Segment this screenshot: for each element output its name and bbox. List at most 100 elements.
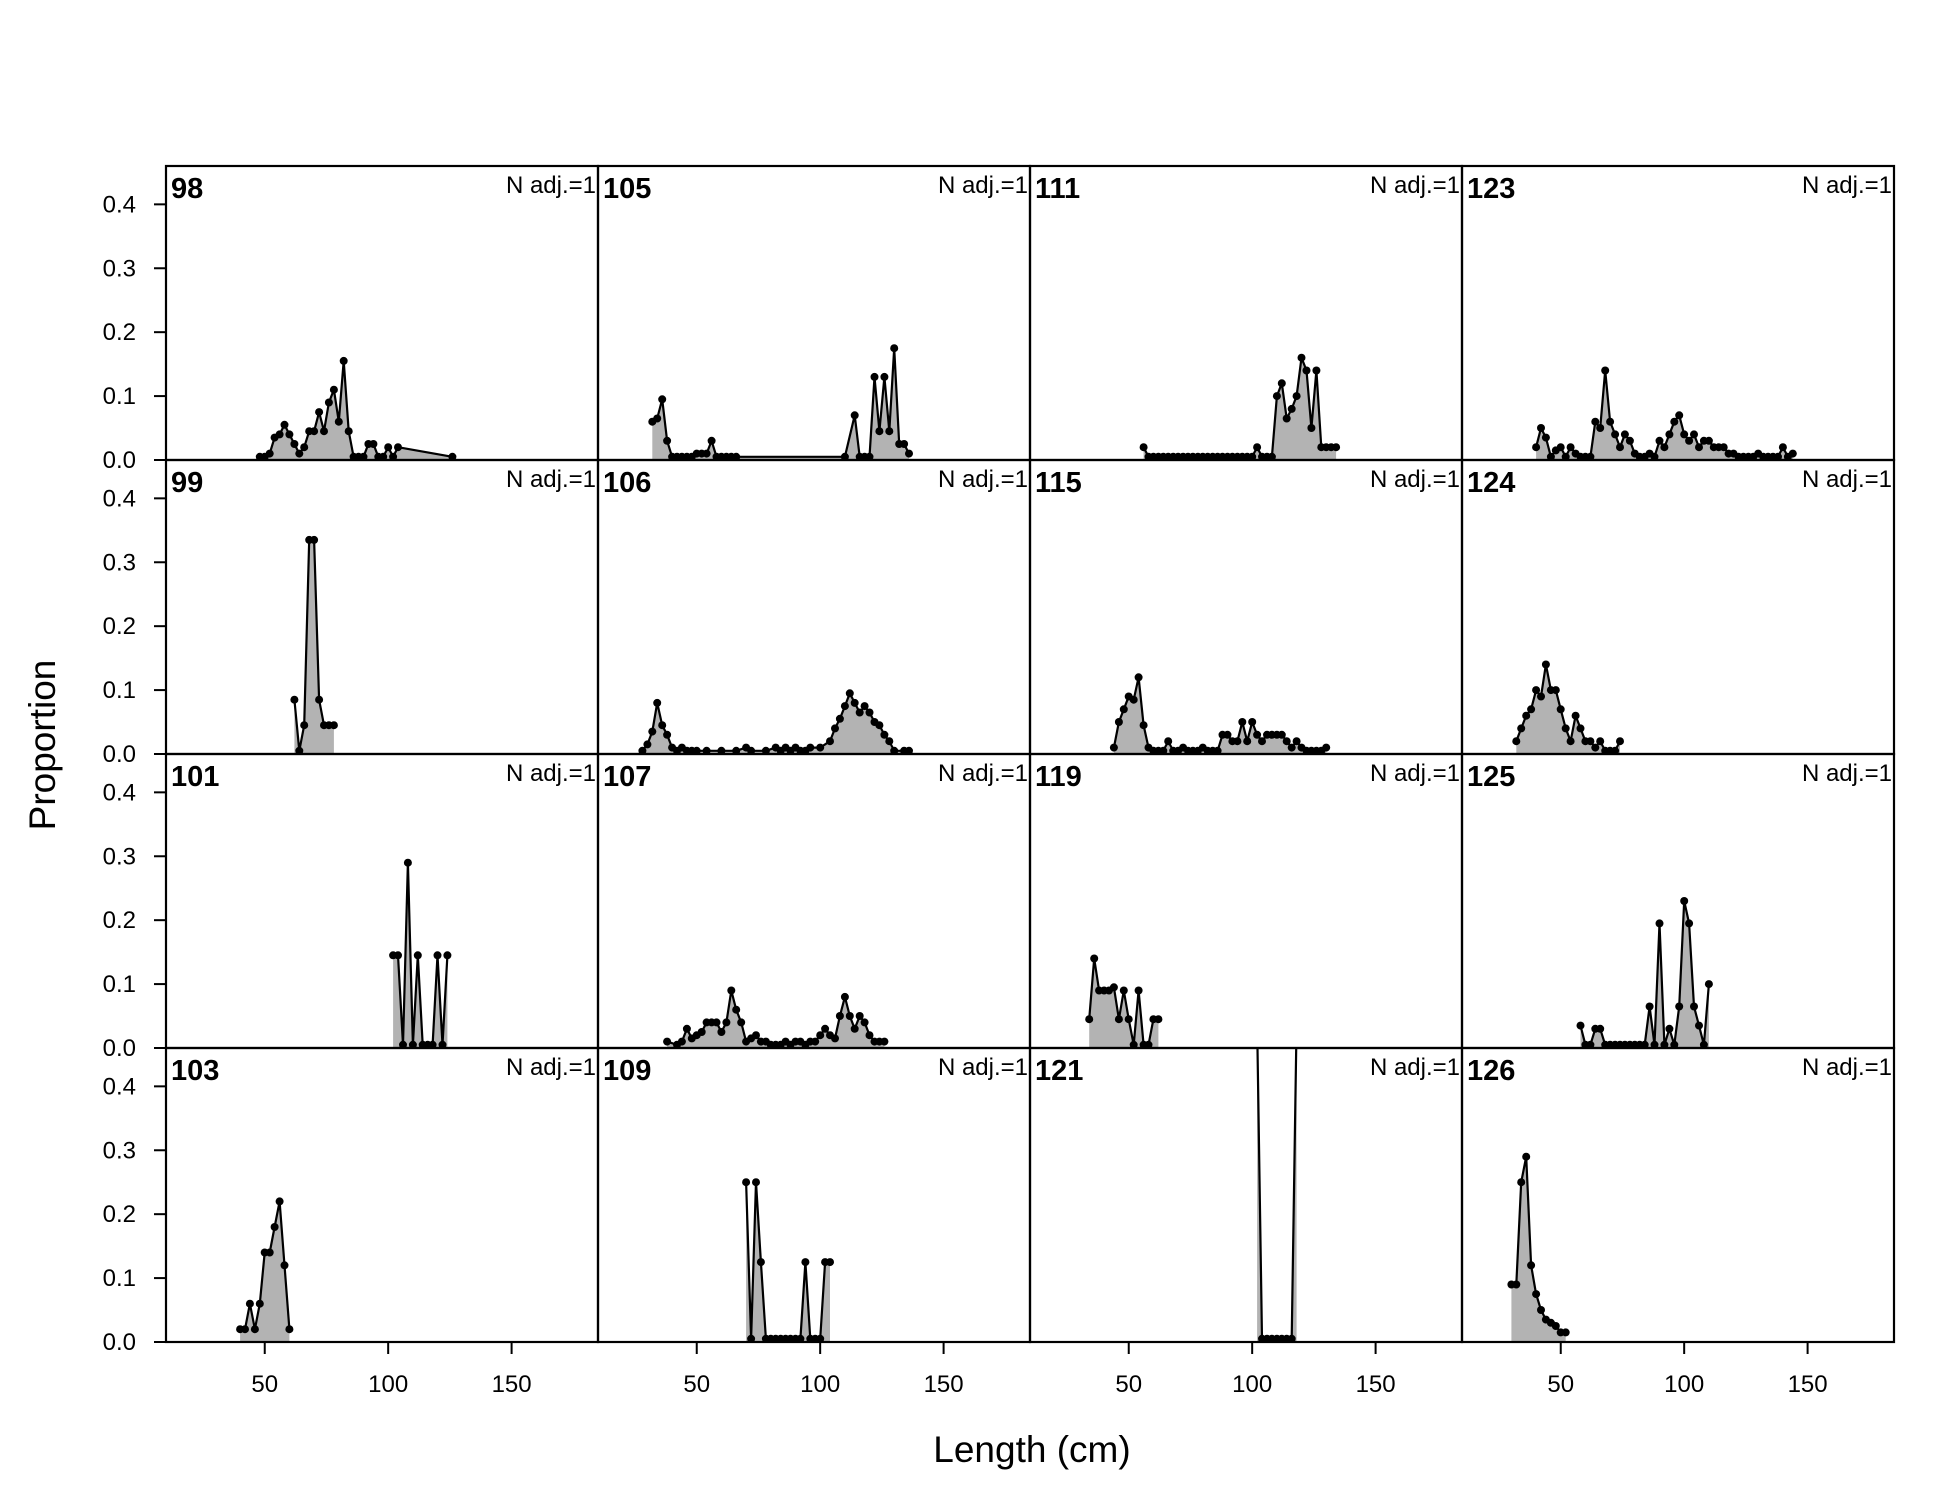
data-point [875, 427, 884, 436]
data-point [295, 449, 304, 458]
y-tick-label: 0.2 [103, 613, 136, 640]
area-fill [642, 693, 909, 754]
panel-label: 103 [171, 1055, 219, 1087]
data-point [648, 727, 657, 736]
data-point [1551, 686, 1560, 695]
n-adj-label: N adj.=1 [938, 1054, 1028, 1081]
data-point [334, 417, 343, 426]
panel-126: 126 N adj.=1 [1460, 1046, 1896, 1344]
y-axis-title: Proportion [22, 660, 63, 831]
panel-107: 107 N adj.=1 [596, 752, 1032, 1050]
data-point [860, 702, 869, 711]
data-point [1292, 737, 1301, 746]
data-point [265, 449, 274, 458]
y-tick-label: 0.1 [103, 383, 136, 410]
data-point [643, 740, 652, 749]
n-adj-label: N adj.=1 [506, 172, 596, 199]
data-point [727, 986, 736, 995]
panel-124: 124 N adj.=1 [1460, 458, 1896, 756]
data-point [1248, 718, 1257, 726]
data-point [1512, 737, 1521, 746]
data-point [702, 746, 711, 754]
data-point [369, 440, 378, 448]
data-point [1109, 983, 1118, 992]
data-point [1719, 443, 1728, 452]
data-point [1695, 443, 1703, 452]
data-point [295, 746, 304, 754]
data-point [1277, 379, 1286, 388]
data-point [448, 452, 457, 460]
panel-frame [164, 752, 600, 1050]
data-point [285, 430, 294, 439]
data-point [1620, 430, 1629, 439]
data-point [1586, 452, 1595, 460]
data-point [658, 721, 667, 730]
data-point [1522, 711, 1531, 720]
data-point [1139, 721, 1148, 730]
data-point [1134, 673, 1143, 682]
data-point [875, 721, 884, 730]
data-point [1616, 443, 1624, 452]
data-point [1332, 443, 1341, 452]
data-point [1159, 746, 1168, 754]
area-fill [1143, 357, 1337, 460]
data-point [826, 1258, 834, 1267]
data-point [1680, 897, 1689, 905]
data-point [1556, 705, 1565, 714]
x-tick-label: 50 [1547, 1371, 1574, 1398]
panel-label: 119 [1035, 761, 1082, 793]
n-adj-label: N adj.=1 [1370, 466, 1460, 493]
data-point [1272, 392, 1281, 401]
panel-123: 123 N adj.=1 [1460, 164, 1896, 462]
data-point [1670, 417, 1679, 426]
data-point [796, 1334, 805, 1342]
data-point [413, 951, 422, 960]
panel-label: 124 [1467, 467, 1515, 499]
data-point [816, 1334, 825, 1342]
data-point [1233, 737, 1242, 746]
data-point [1322, 743, 1331, 752]
panel-frame [164, 458, 600, 756]
data-point [1665, 1024, 1674, 1033]
data-point [850, 411, 859, 420]
data-point [1119, 986, 1128, 995]
series-line [1256, 1048, 1298, 1340]
data-point [265, 1248, 274, 1257]
area-fill [1089, 958, 1159, 1048]
data-point [1596, 424, 1605, 432]
data-point [1566, 443, 1575, 452]
data-point [752, 1031, 760, 1040]
data-point [1124, 1015, 1133, 1024]
data-point [1561, 1328, 1570, 1337]
data-point [1532, 1290, 1541, 1299]
y-tick-label: 0.4 [103, 1073, 136, 1100]
panels-layer: 98 N adj.=1 99 N adj.=1 101 N adj.=1 103 N adj.… [164, 164, 1896, 1344]
y-tick-label: 0.1 [103, 677, 136, 704]
data-point [1561, 452, 1570, 460]
data-point [1144, 1040, 1153, 1048]
data-point [663, 1037, 672, 1046]
panel-103: 103 N adj.=1 [164, 1046, 600, 1344]
data-point [1253, 1018, 1261, 1026]
data-point [1596, 737, 1605, 746]
data-point [658, 395, 667, 404]
data-point [845, 1012, 854, 1020]
data-point [1139, 443, 1148, 452]
data-point [1527, 1261, 1536, 1270]
panel-label: 125 [1467, 761, 1515, 793]
data-point [638, 746, 647, 754]
data-point [285, 1325, 294, 1334]
data-point [845, 689, 854, 698]
data-point [1532, 443, 1541, 452]
data-point [865, 1031, 874, 1040]
data-point [1277, 730, 1286, 739]
data-point [1517, 724, 1526, 733]
data-point [1287, 743, 1296, 752]
n-adj-label: N adj.=1 [1370, 172, 1460, 199]
panel-119: 119 N adj.=1 [1028, 752, 1464, 1050]
data-point [801, 1258, 810, 1267]
panel-label: 115 [1035, 467, 1082, 499]
data-point [900, 440, 909, 448]
data-point [359, 452, 368, 460]
data-point [747, 1334, 756, 1342]
